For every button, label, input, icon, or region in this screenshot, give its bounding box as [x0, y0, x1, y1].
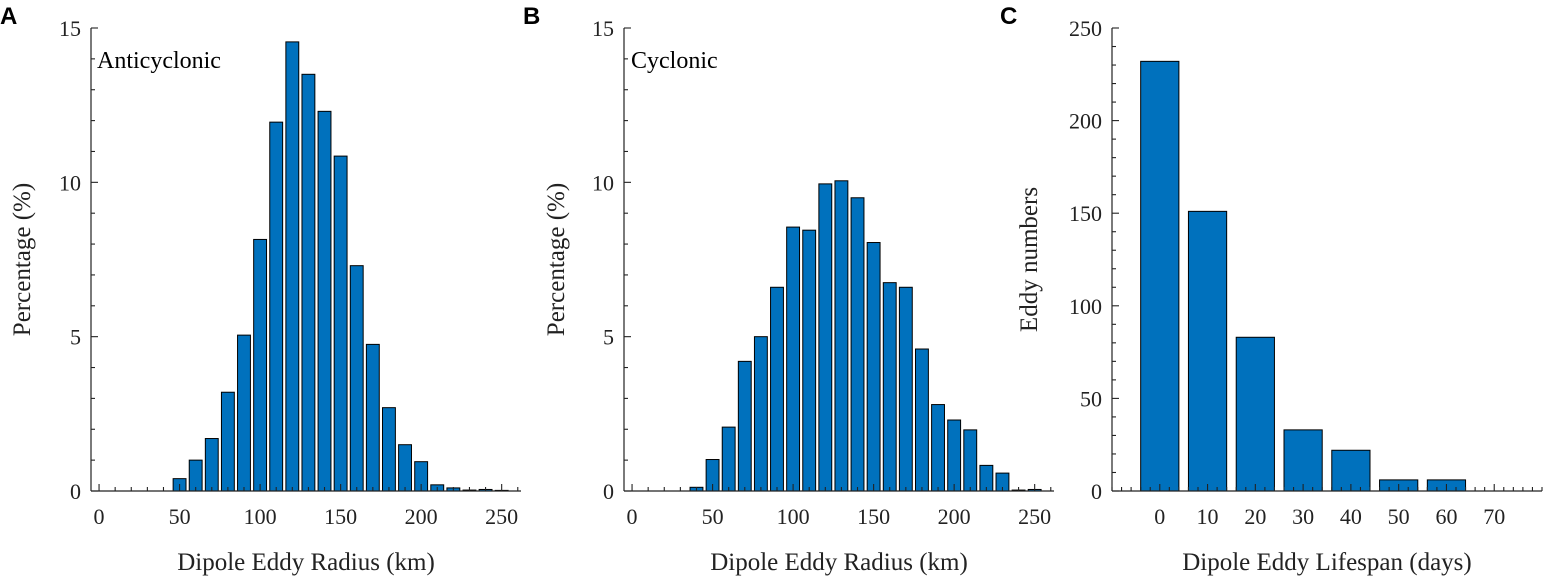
bar: [349, 265, 364, 492]
bar: [866, 242, 881, 492]
x-tick-label: 50: [169, 504, 191, 529]
bar: [220, 391, 235, 492]
y-tick-label: 50: [1080, 386, 1102, 411]
bar: [818, 183, 833, 492]
bar: [802, 229, 817, 492]
bar: [333, 155, 348, 492]
bar: [947, 419, 962, 492]
bar: [1235, 336, 1275, 492]
x-tick-label: 250: [1018, 504, 1051, 529]
bar: [721, 426, 736, 492]
x-tick-label: 0: [1154, 504, 1165, 529]
panel-b: B 0 50 100 150 200 250 0 5 10 15 Dipole Eddy Radius…: [523, 3, 1054, 576]
x-tick-label: 250: [485, 504, 518, 529]
y-axis-label: Percentage (%): [543, 183, 570, 336]
bar: [737, 360, 752, 492]
bar: [398, 444, 412, 492]
y-tick-label: 15: [59, 16, 81, 41]
panel-c: C 0 10 20 30 40 50 60 70 0 50 100 150 200 250 Dipole Ed…: [1000, 3, 1543, 576]
bar: [365, 343, 380, 492]
bar: [382, 407, 396, 492]
bar: [915, 348, 929, 492]
bar: [753, 336, 768, 492]
bar: [285, 41, 300, 492]
y-tick-label: 200: [1069, 109, 1102, 134]
x-tick-label: 100: [244, 504, 277, 529]
bar: [237, 334, 251, 492]
bar: [301, 73, 316, 492]
x-tick-label: 150: [857, 504, 890, 529]
x-axis-label: Dipole Eddy Radius (km): [710, 549, 968, 576]
bar: [898, 286, 913, 492]
panel-letter: B: [523, 3, 540, 30]
panel-letter: C: [1000, 3, 1017, 30]
x-tick-label: 0: [627, 504, 638, 529]
bar: [204, 438, 219, 492]
panel-annotation: Anticyclonic: [97, 48, 221, 74]
x-tick-label: 40: [1340, 504, 1362, 529]
x-tick-label: 50: [1388, 504, 1410, 529]
x-tick-label: 30: [1292, 504, 1314, 529]
panel-letter: A: [0, 3, 17, 30]
y-tick-label: 100: [1069, 294, 1102, 319]
x-tick-label: 70: [1483, 504, 1505, 529]
bar: [253, 238, 268, 492]
x-axis-label: Dipole Eddy Radius (km): [177, 549, 435, 576]
panel-a: A 0 50 100 150 200 250 0 5 10 15 Dipole Eddy Radius…: [0, 3, 521, 576]
bar: [317, 110, 332, 492]
x-tick-label: 150: [324, 504, 357, 529]
y-tick-label: 15: [592, 16, 614, 41]
x-tick-label: 100: [777, 504, 810, 529]
bar: [1187, 210, 1228, 492]
x-tick-label: 200: [405, 504, 438, 529]
y-tick-label: 150: [1069, 201, 1102, 226]
bar: [188, 459, 203, 492]
y-tick-label: 5: [603, 325, 614, 350]
bar: [269, 121, 284, 492]
x-tick-label: 60: [1435, 504, 1457, 529]
y-tick-label: 250: [1069, 16, 1102, 41]
x-tick-label: 50: [702, 504, 724, 529]
bar: [963, 429, 978, 492]
x-tick-label: 0: [94, 504, 105, 529]
bar: [770, 286, 784, 492]
y-tick-label: 0: [1091, 479, 1102, 504]
y-tick-label: 0: [70, 479, 81, 504]
bar: [931, 404, 945, 492]
y-tick-label: 0: [603, 479, 614, 504]
x-axis-label: Dipole Eddy Lifespan (days): [1182, 549, 1472, 576]
x-tick-label: 200: [938, 504, 971, 529]
panel-annotation: Cyclonic: [631, 48, 718, 74]
x-tick-label: 20: [1244, 504, 1266, 529]
bar: [834, 180, 849, 492]
bar: [882, 282, 897, 492]
y-tick-label: 10: [592, 170, 614, 195]
y-axis-label: Eddy numbers: [1016, 187, 1043, 332]
y-axis-label: Percentage (%): [9, 183, 36, 336]
y-tick-label: 10: [59, 170, 81, 195]
bar: [786, 226, 801, 492]
bar: [850, 197, 865, 492]
bar: [1140, 60, 1180, 492]
y-tick-label: 5: [70, 325, 81, 350]
x-tick-label: 10: [1197, 504, 1219, 529]
bar: [1283, 429, 1323, 492]
